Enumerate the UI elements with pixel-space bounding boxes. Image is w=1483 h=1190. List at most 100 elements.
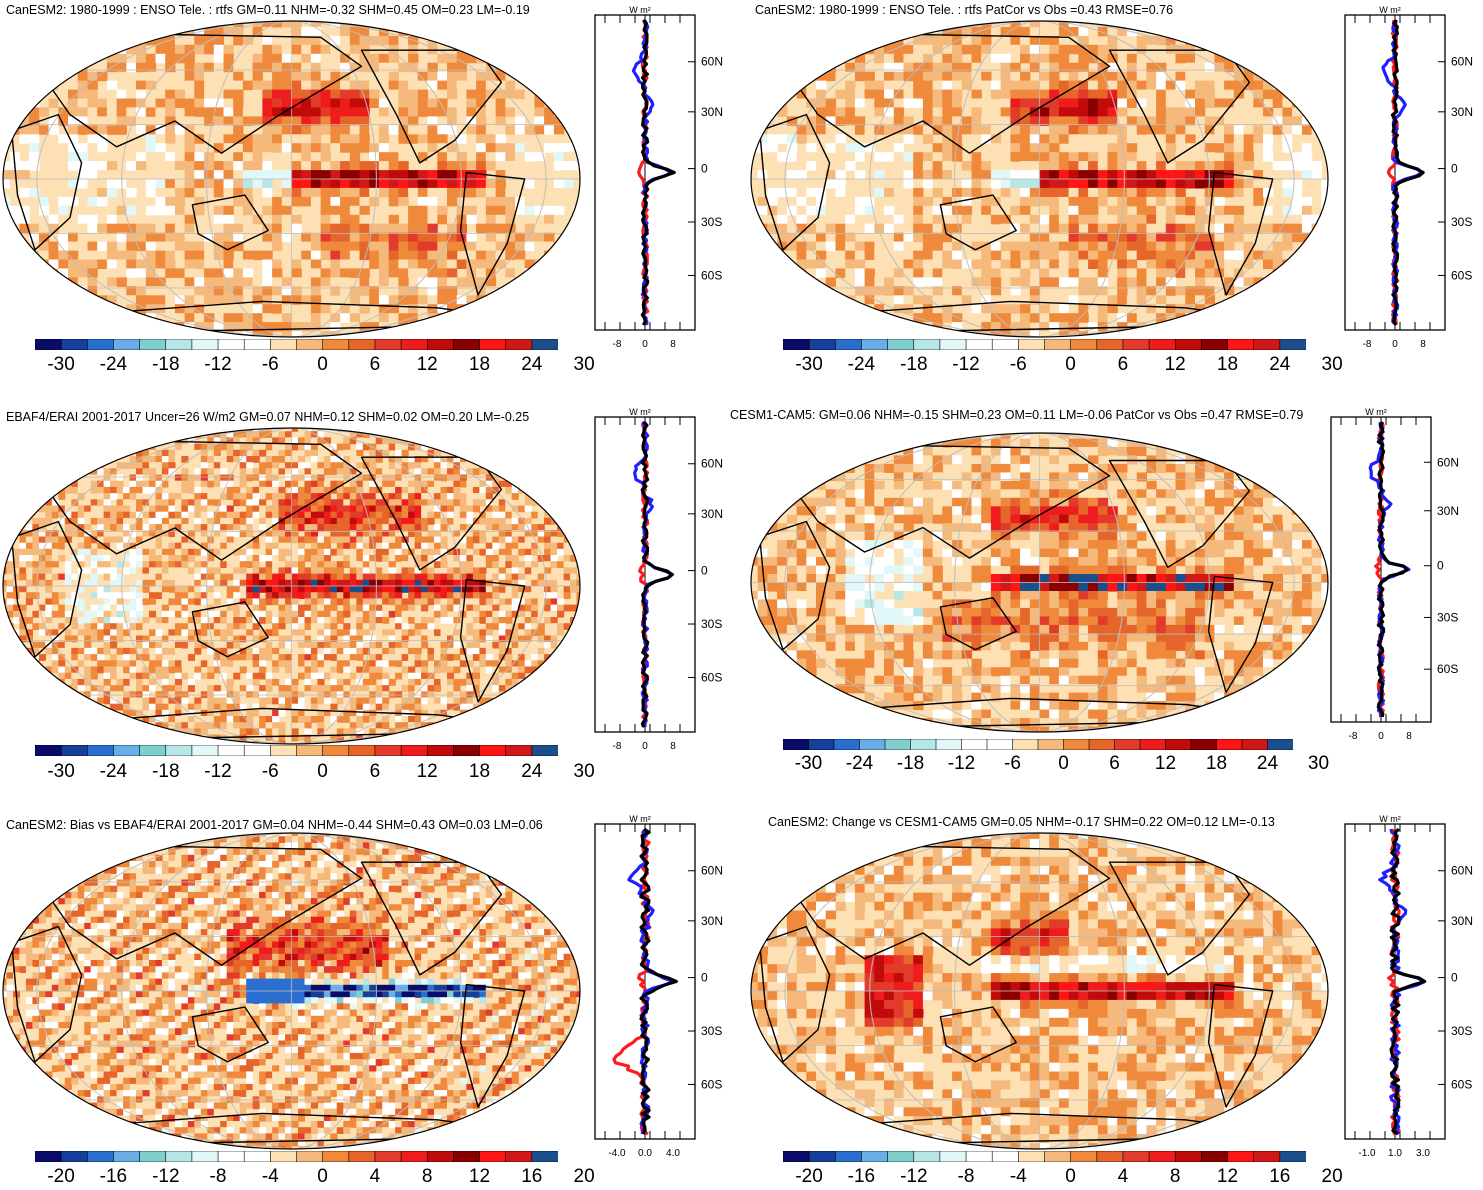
profile-unit-label: W m² <box>1379 814 1401 824</box>
colorbar <box>783 739 1293 750</box>
world-map <box>0 425 583 747</box>
colorbar-tick-label: -20 <box>47 1166 74 1188</box>
profile-tick-label: 0 <box>642 741 648 752</box>
colorbar-tick-label: 18 <box>1217 354 1238 376</box>
profile-tick-label: 1.0 <box>1388 1148 1402 1159</box>
colorbar-tick-label: -12 <box>952 354 979 376</box>
colorbar-tick-label: -24 <box>100 761 127 783</box>
profile-series-line <box>1391 829 1425 1134</box>
colorbar-tick-label: 0 <box>1065 1166 1076 1188</box>
profile-unit-label: W m² <box>629 814 651 824</box>
colorbar-tick-label: -4 <box>1010 1166 1027 1188</box>
colorbar-tick-label: -30 <box>47 354 74 376</box>
colorbar-tick-label: -8 <box>210 1166 227 1188</box>
colorbar-tick-label: 4 <box>370 1166 381 1188</box>
colorbar <box>35 339 558 350</box>
profile-series-line <box>1380 829 1425 1134</box>
latitude-label: 0 <box>1451 162 1458 176</box>
profile-series-line <box>1393 20 1424 325</box>
profile-tick-label: 3.0 <box>1416 1148 1430 1159</box>
profile-unit-label: W m² <box>1365 407 1387 417</box>
colorbar <box>35 1151 558 1162</box>
colorbar-tick-label: 30 <box>1308 753 1329 775</box>
colorbar-tick-label: 24 <box>1269 354 1290 376</box>
colorbar-tick-label: -30 <box>795 354 822 376</box>
latitude-label: 60N <box>1437 455 1459 469</box>
profile-tick-label: -8 <box>1363 339 1372 350</box>
colorbar-tick-label: 0 <box>1065 354 1076 376</box>
latitude-label: 0 <box>1451 971 1458 985</box>
colorbar-tick-label: 8 <box>422 1166 433 1188</box>
colorbar-tick-label: 12 <box>1155 753 1176 775</box>
latitude-label: 0 <box>701 564 708 578</box>
colorbar-tick-label: 0 <box>317 1166 328 1188</box>
profile-tick-label: -8 <box>1349 731 1358 742</box>
colorbar-tick-label: 24 <box>521 761 542 783</box>
colorbar-tick-label: -6 <box>1010 354 1027 376</box>
colorbar-tick-label: -18 <box>152 761 179 783</box>
colorbar-tick-label: -16 <box>100 1166 127 1188</box>
colorbar-tick-label: -18 <box>897 753 924 775</box>
panel-title: CanESM2: 1980-1999 : ENSO Tele. : rtfs G… <box>6 3 530 17</box>
latitude-label: 60N <box>701 55 723 69</box>
colorbar-tick-label: 6 <box>1118 354 1129 376</box>
latitude-label: 60N <box>1451 55 1473 69</box>
profile-tick-label: 0 <box>1392 339 1398 350</box>
colorbar-tick-label: 12 <box>1217 1166 1238 1188</box>
profile-series-line <box>641 829 676 1134</box>
profile-tick-label: -4.0 <box>608 1148 626 1159</box>
colorbar-tick-label: -24 <box>846 753 873 775</box>
profile-tick-label: -8 <box>613 339 622 350</box>
colorbar-tick-label: -24 <box>848 354 875 376</box>
profile-series-line <box>642 422 672 727</box>
latitude-label: 60S <box>1437 662 1458 676</box>
panel-title: CESM1-CAM5: GM=0.06 NHM=-0.15 SHM=0.23 O… <box>730 408 1303 422</box>
latitude-label: 60N <box>1451 864 1473 878</box>
profile-tick-label: 4.0 <box>666 1148 680 1159</box>
latitude-label: 30S <box>1451 1024 1472 1038</box>
colorbar-tick-label: 6 <box>1109 753 1120 775</box>
colorbar-tick-label: -12 <box>152 1166 179 1188</box>
world-map <box>748 430 1331 735</box>
latitude-label: 30N <box>1451 914 1473 928</box>
colorbar-tick-label: 18 <box>469 761 490 783</box>
colorbar-tick-label: 12 <box>469 1166 490 1188</box>
colorbar-tick-label: -4 <box>262 1166 279 1188</box>
profile-tick-label: 0 <box>642 339 648 350</box>
profile-tick-label: 0.0 <box>638 1148 652 1159</box>
profile-unit-label: W m² <box>629 5 651 15</box>
profile-unit-label: W m² <box>1379 5 1401 15</box>
latitude-label: 60S <box>701 1077 722 1091</box>
colorbar-tick-label: 12 <box>417 354 438 376</box>
colorbar-tick-label: 20 <box>1322 1166 1343 1188</box>
colorbar-tick-label: -6 <box>1004 753 1021 775</box>
latitude-label: 60S <box>1451 1077 1472 1091</box>
colorbar-tick-label: -8 <box>958 1166 975 1188</box>
colorbar-tick-label: 20 <box>574 1166 595 1188</box>
colorbar-tick-label: -12 <box>900 1166 927 1188</box>
colorbar <box>783 339 1306 350</box>
latitude-label: 30S <box>1437 610 1458 624</box>
profile-unit-label: W m² <box>629 407 651 417</box>
latitude-label: 60N <box>701 864 723 878</box>
latitude-label: 30N <box>701 507 723 521</box>
colorbar-tick-label: -12 <box>204 354 231 376</box>
colorbar <box>35 745 558 756</box>
profile-tick-label: 8 <box>670 339 676 350</box>
profile-tick-label: 8 <box>1420 339 1426 350</box>
panel-title: CanESM2: Change vs CESM1-CAM5 GM=0.05 NH… <box>768 815 1275 829</box>
colorbar-tick-label: 8 <box>1170 1166 1181 1188</box>
latitude-label: 0 <box>701 162 708 176</box>
colorbar-tick-label: -30 <box>795 753 822 775</box>
colorbar-tick-label: 18 <box>1206 753 1227 775</box>
colorbar-tick-label: -6 <box>262 761 279 783</box>
colorbar-tick-label: -30 <box>47 761 74 783</box>
